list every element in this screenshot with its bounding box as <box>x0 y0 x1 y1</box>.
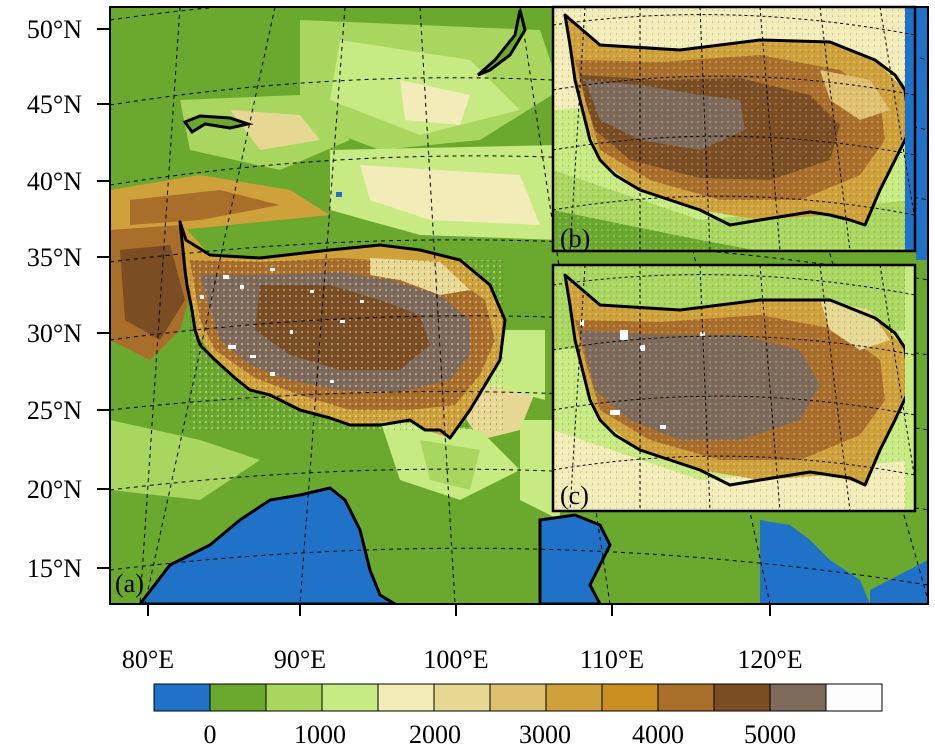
colorbar-tick-labels: 0 1000 2000 3000 4000 5000 <box>204 720 797 749</box>
inset-c-panel: (c) <box>551 263 917 513</box>
longitude-labels: 80°E 90°E 100°E 110°E 120°E <box>122 645 803 674</box>
lake-baikal <box>477 9 527 77</box>
lat-label-45: 45°N <box>27 90 82 119</box>
panel-label-b: (b) <box>560 224 590 253</box>
colorbar-tick-4000: 4000 <box>632 720 684 749</box>
lon-label-100: 100°E <box>423 645 488 674</box>
panel-label-c: (c) <box>560 481 589 510</box>
lon-label-110: 110°E <box>580 645 644 674</box>
lat-label-15: 15°N <box>27 554 82 583</box>
lake-balkhash <box>182 114 254 135</box>
lat-ticks <box>97 28 110 569</box>
colorbar-tick-3000: 3000 <box>519 720 571 749</box>
latitude-labels: 50°N 45°N 40°N 35°N 30°N 25°N 20°N 15°N <box>27 15 82 583</box>
lat-label-35: 35°N <box>27 243 82 272</box>
ocean-layer <box>138 7 928 604</box>
panel-label-a: (a) <box>115 569 144 598</box>
lon-label-120: 120°E <box>737 645 802 674</box>
main-panel-frame <box>109 6 929 605</box>
colorbar-tick-0: 0 <box>204 720 217 749</box>
colorbar-bin-dark-brown <box>713 683 771 712</box>
colorbar-tick-5000: 5000 <box>744 720 796 749</box>
colorbar-bin-plain <box>265 683 323 712</box>
lat-label-50: 50°N <box>27 15 82 44</box>
colorbar-bin-pale <box>377 683 435 712</box>
colorbar-bin-ocean <box>153 683 211 712</box>
lon-ticks <box>147 604 771 616</box>
inset-b-panel: (b) <box>551 5 917 253</box>
colorbar-bin-brown <box>657 683 715 712</box>
colorbar-tick-1000: 1000 <box>294 720 346 749</box>
colorbar-bin-sand <box>433 683 491 712</box>
colorbar-tick-2000: 2000 <box>409 720 461 749</box>
colorbar-bin-hill <box>321 683 379 712</box>
lon-label-90: 90°E <box>274 645 326 674</box>
plateau-main <box>178 220 507 440</box>
lat-label-25: 25°N <box>27 396 82 425</box>
lat-label-30: 30°N <box>27 319 82 348</box>
colorbar-bin-gold <box>601 683 659 712</box>
lat-label-40: 40°N <box>27 167 82 196</box>
colorbar-bin-lowland <box>209 683 267 712</box>
lon-label-80: 80°E <box>122 645 174 674</box>
lake-qinghai <box>336 192 342 197</box>
colorbar-bin-snow <box>825 683 883 712</box>
colorbar-bin-ochre <box>545 683 603 712</box>
colorbar-bin-gray-brown <box>769 683 827 712</box>
elevation-colorbar <box>153 683 883 712</box>
plateau-boundary <box>178 220 507 440</box>
lat-label-20: 20°N <box>27 475 82 504</box>
colorbar-bin-tan <box>489 683 547 712</box>
